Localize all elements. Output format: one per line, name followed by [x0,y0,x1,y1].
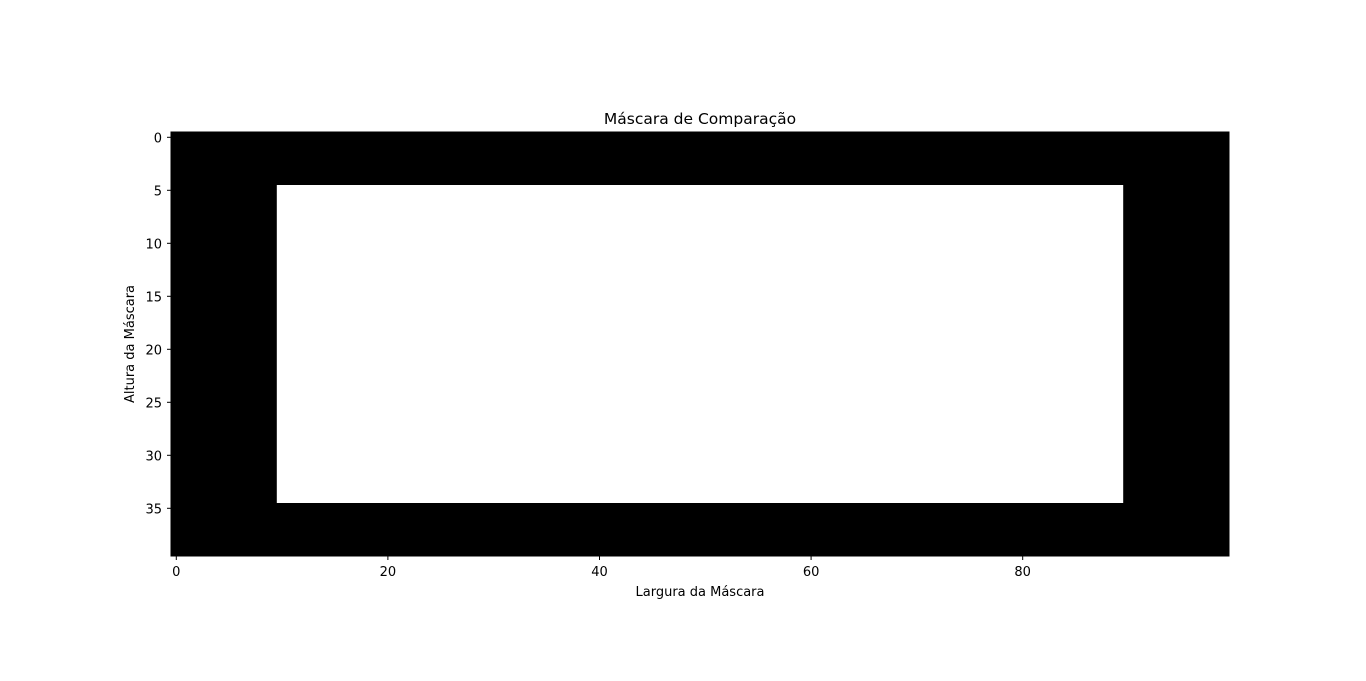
mask-region [276,185,1124,503]
y-tick-label: 15 [145,290,162,305]
y-tick-label: 10 [145,237,162,252]
x-tick-label: 80 [1014,565,1031,580]
x-axis-label: Largura da Máscara [636,585,765,600]
y-tick-label: 5 [154,184,162,199]
x-tick-label: 20 [380,565,397,580]
y-tick-label: 25 [145,396,162,411]
mask-image [171,132,1229,556]
axes-frame [170,131,1230,557]
y-tick-label: 0 [154,131,162,146]
y-tick-label: 30 [145,449,162,464]
y-tick-label: 35 [145,502,162,517]
y-axis-label: Altura da Máscara [123,285,138,403]
x-tick-label: 60 [803,565,820,580]
x-tick-label: 0 [172,565,180,580]
y-tick-label: 20 [145,343,162,358]
x-tick-label: 40 [591,565,608,580]
chart-title: Máscara de Comparação [604,110,796,128]
x-axis: 0 20 40 60 80 [172,556,1031,580]
y-axis: 0 5 10 15 20 25 30 35 [145,131,171,517]
